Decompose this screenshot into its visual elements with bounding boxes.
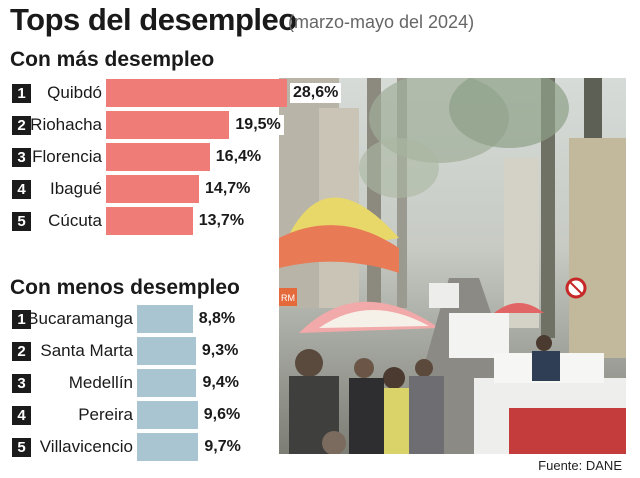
street-photo: RM: [279, 78, 626, 454]
bar-most: [106, 111, 230, 139]
rank-badge-most: 1: [12, 83, 31, 103]
bar-most: [106, 207, 193, 235]
bar-most: [106, 143, 210, 171]
city-label-least: Bucaramanga: [27, 309, 133, 328]
city-label-least: Pereira: [78, 405, 133, 424]
bar-least: [137, 337, 196, 365]
bar-least: [137, 305, 193, 333]
shop-sign-text: RM: [281, 293, 295, 303]
section-title-least: Con menos desempleo: [10, 276, 240, 299]
value-label-most: 13,7%: [195, 211, 248, 231]
bar-least: [137, 433, 199, 461]
city-label-least: Medellín: [68, 373, 133, 392]
city-label-most: Cúcuta: [48, 211, 102, 230]
value-label-most: 16,4%: [212, 147, 265, 167]
city-label-most: Florencia: [32, 147, 102, 166]
bar-most: [106, 175, 200, 203]
rank-badge-most: 4: [12, 179, 31, 199]
rank-badge-least: 3: [12, 373, 31, 393]
value-label-most: 14,7%: [202, 179, 254, 199]
rank-badge-most: 5: [12, 211, 31, 231]
value-label-most: 19,5%: [232, 115, 284, 135]
value-label-least: 9,7%: [201, 437, 244, 457]
section-title-most: Con más desempleo: [10, 48, 215, 71]
rank-badge-least: 1: [12, 309, 31, 329]
value-label-most: 28,6%: [290, 83, 342, 103]
city-label-least: Santa Marta: [40, 341, 133, 360]
bar-least: [137, 369, 197, 397]
city-label-most: Quibdó: [47, 83, 102, 102]
rank-badge-most: 3: [12, 147, 31, 167]
bar-least: [137, 401, 198, 429]
rank-badge-least: 4: [12, 405, 31, 425]
city-label-most: Ibagué: [50, 179, 102, 198]
rank-badge-least: 5: [12, 437, 31, 457]
bar-most: [106, 79, 287, 107]
rank-badge-most: 2: [12, 115, 31, 135]
chart-subtitle: (marzo-mayo del 2024): [288, 12, 475, 32]
street-scene-illustration: RM: [279, 78, 626, 454]
city-label-least: Villavicencio: [39, 437, 133, 456]
city-label-most: Riohacha: [30, 115, 102, 134]
chart-title: Tops del desempleo: [10, 2, 297, 37]
value-label-least: 9,4%: [199, 373, 242, 393]
value-label-least: 9,6%: [200, 405, 244, 425]
rank-badge-least: 2: [12, 341, 31, 361]
source-note: Fuente: DANE: [538, 458, 622, 473]
value-label-least: 9,3%: [198, 341, 242, 361]
value-label-least: 8,8%: [195, 309, 239, 329]
